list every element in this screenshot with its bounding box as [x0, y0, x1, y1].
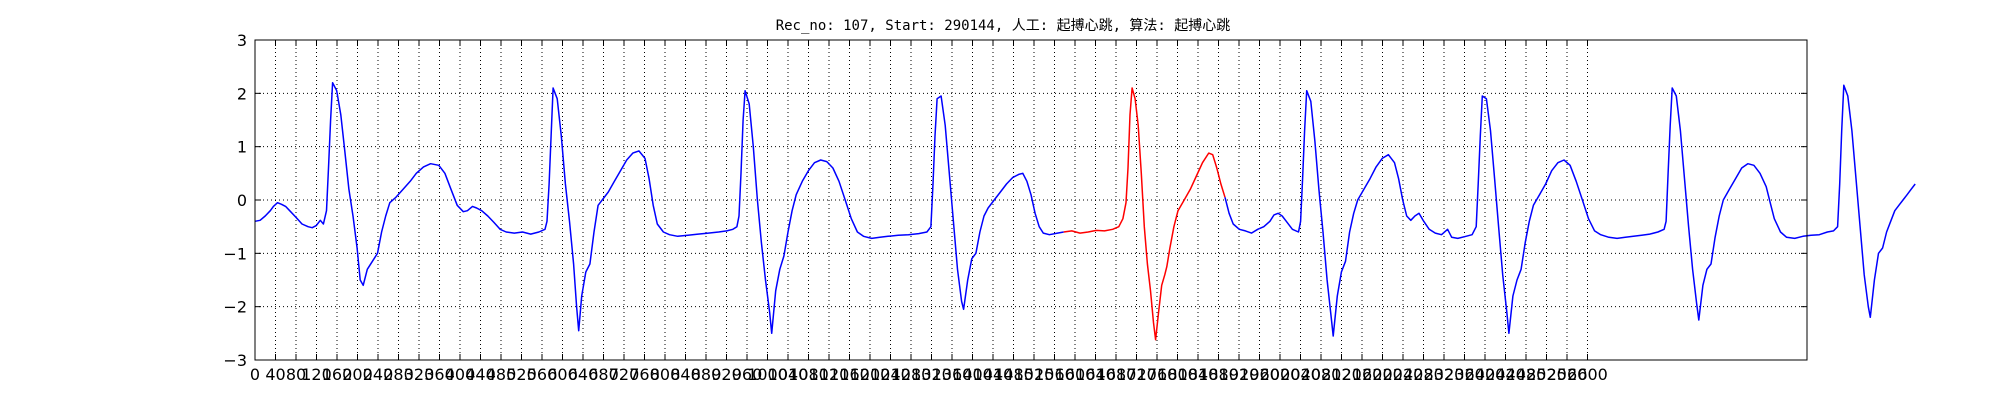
x-tick-label: 1120: [809, 365, 850, 384]
x-tick-label: 560: [527, 365, 558, 384]
x-tick-label: 2480: [1506, 365, 1547, 384]
x-tick-label: 2040: [1280, 365, 1321, 384]
x-tick-label: 640: [568, 365, 599, 384]
y-tick-label: −3: [223, 351, 247, 370]
y-tick-label: 1: [237, 138, 247, 157]
y-axis: 3 2 1 0 −1 −2 −3: [223, 31, 1807, 370]
x-tick-label: 880: [691, 365, 722, 384]
x-tick-label: 2400: [1465, 365, 1506, 384]
series-line-1: [254, 81, 1064, 335]
x-tick-label: 2240: [1383, 365, 1424, 384]
x-tick-label: 840: [670, 365, 701, 384]
chart-title: Rec_no: 107, Start: 290144, 人工: 起搏心跳, 算法…: [776, 17, 1231, 34]
x-tick-label: 1440: [973, 365, 1014, 384]
grid-lines: [255, 40, 1807, 360]
x-tick-label: 360: [424, 365, 455, 384]
x-tick-label: 280: [383, 365, 414, 384]
x-tick-label: 1200: [850, 365, 891, 384]
series-layer: [254, 81, 1916, 341]
x-tick-label: 1040: [768, 365, 809, 384]
x-tick-label: 1280: [891, 365, 932, 384]
x-tick-label: 40: [265, 365, 285, 384]
x-tick-label: 1080: [788, 365, 829, 384]
x-tick-label: 960: [732, 365, 763, 384]
x-tick-label: 520: [506, 365, 537, 384]
x-tick-label: 160: [322, 365, 353, 384]
x-tick-label: 2560: [1547, 365, 1588, 384]
x-tick-label: 1640: [1075, 365, 1116, 384]
series-line-2: [1063, 87, 1226, 341]
x-tick-label: 2440: [1485, 365, 1526, 384]
x-tick-label: 720: [609, 365, 640, 384]
x-tick-label: 1480: [993, 365, 1034, 384]
x-tick-label: 2280: [1403, 365, 1444, 384]
x-tick-label: 1880: [1198, 365, 1239, 384]
x-tick-label: 2520: [1526, 365, 1567, 384]
x-tick-label: 320: [404, 365, 435, 384]
y-tick-label: 2: [237, 84, 247, 103]
x-tick-label: 240: [363, 365, 394, 384]
x-tick-label: 1720: [1116, 365, 1157, 384]
x-tick-label: 400: [445, 365, 476, 384]
x-tick-label: 2160: [1342, 365, 1383, 384]
x-tick-label: 1520: [1014, 365, 1055, 384]
x-tick-label: 1920: [1219, 365, 1260, 384]
x-tick-label: 1760: [1137, 365, 1178, 384]
y-tick-label: −1: [223, 244, 247, 263]
x-tick-label: 440: [465, 365, 496, 384]
x-tick-label: 920: [711, 365, 742, 384]
y-tick-label: 0: [237, 191, 247, 210]
x-tick-label: 2120: [1321, 365, 1362, 384]
x-tick-label: 2080: [1301, 365, 1342, 384]
x-tick-label: 1160: [829, 365, 870, 384]
x-tick-label: 1600: [1055, 365, 1096, 384]
x-tick-label: 2000: [1260, 365, 1301, 384]
x-tick-label: 1840: [1178, 365, 1219, 384]
x-tick-label: 120: [301, 365, 332, 384]
x-axis: 0 40 8012016020024028032036040044048052056…: [250, 40, 1608, 384]
y-tick-label: −2: [223, 298, 247, 317]
x-tick-label: 2200: [1362, 365, 1403, 384]
x-tick-label: 2600: [1567, 365, 1608, 384]
x-tick-label: 2320: [1424, 365, 1465, 384]
x-tick-label: 480: [486, 365, 517, 384]
y-tick-label: 3: [237, 31, 247, 50]
x-tick-label: 800: [650, 365, 681, 384]
x-tick-label: 1560: [1034, 365, 1075, 384]
x-tick-label: 1400: [952, 365, 993, 384]
series-line-3: [1224, 84, 1916, 337]
x-tick-label: 0: [250, 365, 260, 384]
x-tick-label: 1360: [932, 365, 973, 384]
x-tick-label: 1240: [870, 365, 911, 384]
x-tick-label: 1000: [747, 365, 788, 384]
x-tick-label: 80: [286, 365, 306, 384]
x-tick-label: 2360: [1444, 365, 1485, 384]
x-tick-label: 1680: [1096, 365, 1137, 384]
x-tick-label: 600: [547, 365, 578, 384]
x-tick-label: 1960: [1239, 365, 1280, 384]
x-tick-label: 760: [629, 365, 660, 384]
x-tick-label: 200: [342, 365, 373, 384]
x-tick-label: 1800: [1157, 365, 1198, 384]
x-tick-label: 1320: [911, 365, 952, 384]
x-tick-label: 680: [588, 365, 619, 384]
